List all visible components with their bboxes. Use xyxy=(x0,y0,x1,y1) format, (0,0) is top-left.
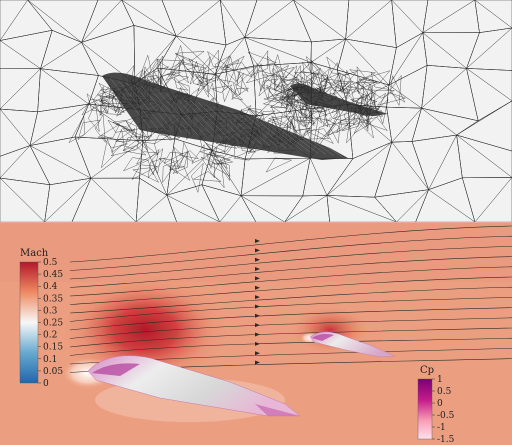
mach-colorbar-tick: 0.45 xyxy=(43,270,63,280)
cp-colorbar-tick: 0.5 xyxy=(437,387,452,397)
cp-colorbar-tick: 1 xyxy=(437,375,443,385)
cp-colorbar-tick: -1.5 xyxy=(437,435,455,445)
mesh-wing-large xyxy=(102,72,348,160)
mach-colorbar-tick: 0.4 xyxy=(43,282,58,292)
mach-colorbar-tick: 0.1 xyxy=(43,355,57,365)
mach-colorbar-tick: 0.15 xyxy=(43,343,63,353)
streamlines xyxy=(69,225,512,373)
mach-colorbar-tick: 0.5 xyxy=(43,258,58,268)
cp-colorbar-title: Cp xyxy=(420,365,434,376)
cp-colorbar-gradient xyxy=(417,378,433,440)
mach-colorbar-tick: 0.05 xyxy=(43,367,63,377)
cp-colorbar-tick: 0 xyxy=(437,399,443,409)
mach-colorbar-tick: 0.35 xyxy=(43,294,63,304)
mach-colorbar: Mach 0.5 0.45 0.4 0.35 0.3 0.25 0.2 0.15 0.1 0.05… xyxy=(19,248,63,389)
cp-colorbar-tick: -1 xyxy=(437,423,446,433)
mach-colorbar-tick: 0.3 xyxy=(43,306,58,316)
mach-colorbar-gradient xyxy=(19,261,39,384)
mach-colorbar-tick: 0 xyxy=(43,379,49,389)
flow-panel: Mach 0.5 0.45 0.4 0.35 0.3 0.25 0.2 0.15 0.1 0.05… xyxy=(0,222,512,445)
mesh-wing-hatch xyxy=(109,77,383,163)
mach-colorbar-title: Mach xyxy=(20,248,49,259)
mesh-wing-small xyxy=(290,83,388,116)
mach-colorbar-tick: 0.2 xyxy=(43,331,57,341)
mach-colorbar-tick: 0.25 xyxy=(43,319,63,329)
mesh-edges xyxy=(0,0,512,222)
mesh-panel xyxy=(0,0,512,222)
cp-colorbar-tick: -0.5 xyxy=(437,411,455,421)
wing-surface-small xyxy=(309,331,396,358)
cp-colorbar: Cp 1 0.5 0 -0.5 -1 -1.5 xyxy=(417,365,455,445)
